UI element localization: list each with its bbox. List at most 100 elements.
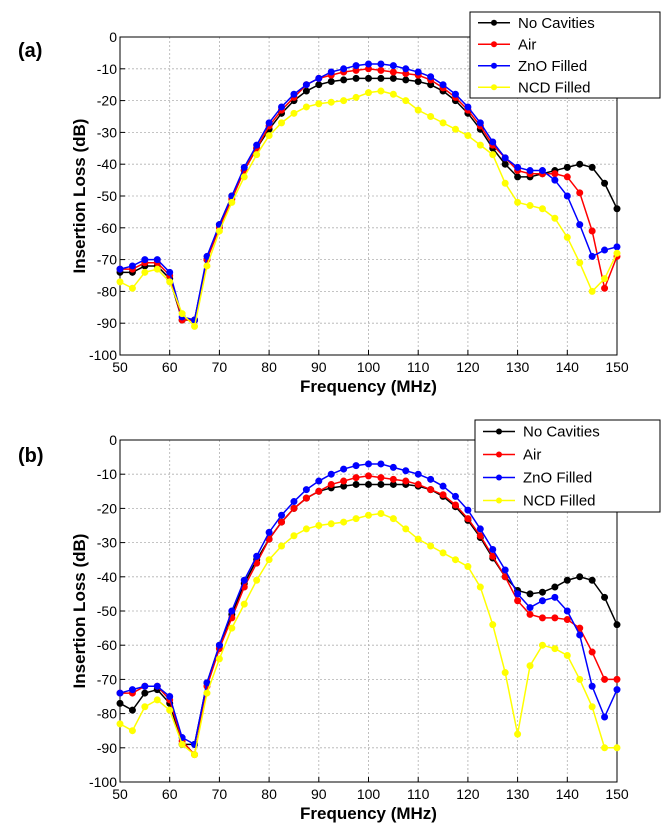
y-tick-label: -90 [97,740,117,756]
y-tick-label: -100 [89,347,117,363]
x-tick-label: 60 [162,786,178,802]
data-point [538,597,546,605]
data-point [340,477,348,485]
data-point [551,614,559,622]
data-point [352,74,360,82]
data-point [551,170,559,178]
x-tick-label: 110 [407,359,430,375]
data-point [265,119,273,127]
data-point [315,74,323,82]
data-point [377,480,385,488]
y-tick-label: -60 [97,220,117,236]
data-point [302,87,310,95]
y-tick-label: 0 [109,432,117,448]
data-point [489,552,497,560]
data-point [365,460,372,468]
data-point [451,501,459,509]
data-point [315,522,323,529]
data-point [402,477,410,485]
data-point [203,689,211,697]
data-point [601,246,609,254]
data-point [526,662,534,670]
data-point [489,138,497,146]
legend-label: NCD Filled [523,493,596,510]
data-point [489,545,497,553]
legend-box [469,11,661,99]
data-point [538,641,546,649]
x-tick-label: 100 [357,786,381,802]
data-point [613,686,621,694]
data-point [116,699,124,707]
y-tick-label: -20 [97,500,117,516]
data-point [613,243,621,251]
x-tick-label: 130 [506,786,530,802]
data-point [476,141,484,149]
data-point [302,525,310,533]
data-point [613,621,621,629]
data-point [365,74,372,82]
y-tick-label: -20 [97,93,117,109]
data-point [327,520,335,528]
data-point [302,486,310,494]
data-point [414,535,422,543]
data-point [489,621,497,629]
data-point [265,556,273,564]
data-point [576,160,584,168]
data-point [327,98,335,106]
data-point [414,68,422,76]
y-tick-label: -10 [97,61,117,77]
x-tick-label: 150 [605,786,629,802]
legend-swatch-marker [491,62,497,69]
x-tick-label: 80 [261,786,277,802]
data-point [340,518,348,526]
y-tick-label: -50 [97,603,117,619]
data-point [402,97,410,105]
panel-b: 50 60 70 80 90 100 110 120 130 140 150 0 -10 -20 -30 -4… [18,419,661,823]
data-point [601,593,609,601]
data-point [551,593,559,601]
data-point [290,498,298,506]
data-point [128,284,136,292]
data-point [377,74,385,82]
data-point [153,265,161,273]
data-point [476,583,484,591]
x-tick-label: 150 [605,359,629,375]
data-point [514,730,522,738]
data-point [352,462,360,470]
data-point [613,205,621,213]
data-point [327,78,335,86]
data-point [278,119,286,127]
data-point [588,648,596,656]
data-point [439,119,447,127]
data-point [340,65,348,73]
data-point [253,151,261,159]
data-point [377,66,385,74]
data-point [501,669,509,677]
data-point [352,93,360,101]
data-point [538,614,546,622]
data-point [340,76,348,84]
y-tick-label: -50 [97,188,117,204]
data-point [551,583,559,591]
y-tick-label: -80 [97,283,117,299]
data-point [166,268,174,276]
data-point [576,631,584,639]
data-point [228,607,236,615]
y-tick-label: -90 [97,315,117,331]
data-point [538,205,546,213]
data-point [414,106,422,114]
data-point [601,675,609,683]
data-point [526,610,534,618]
y-tick-label: -30 [97,535,117,551]
data-point [563,173,571,181]
data-point [439,81,447,89]
data-point [290,504,298,512]
data-point [166,278,174,286]
data-point [128,686,136,694]
data-point [315,100,323,108]
data-point [563,192,571,200]
data-point [278,103,286,111]
data-point [141,689,149,697]
series-ncd-filled [116,87,621,330]
